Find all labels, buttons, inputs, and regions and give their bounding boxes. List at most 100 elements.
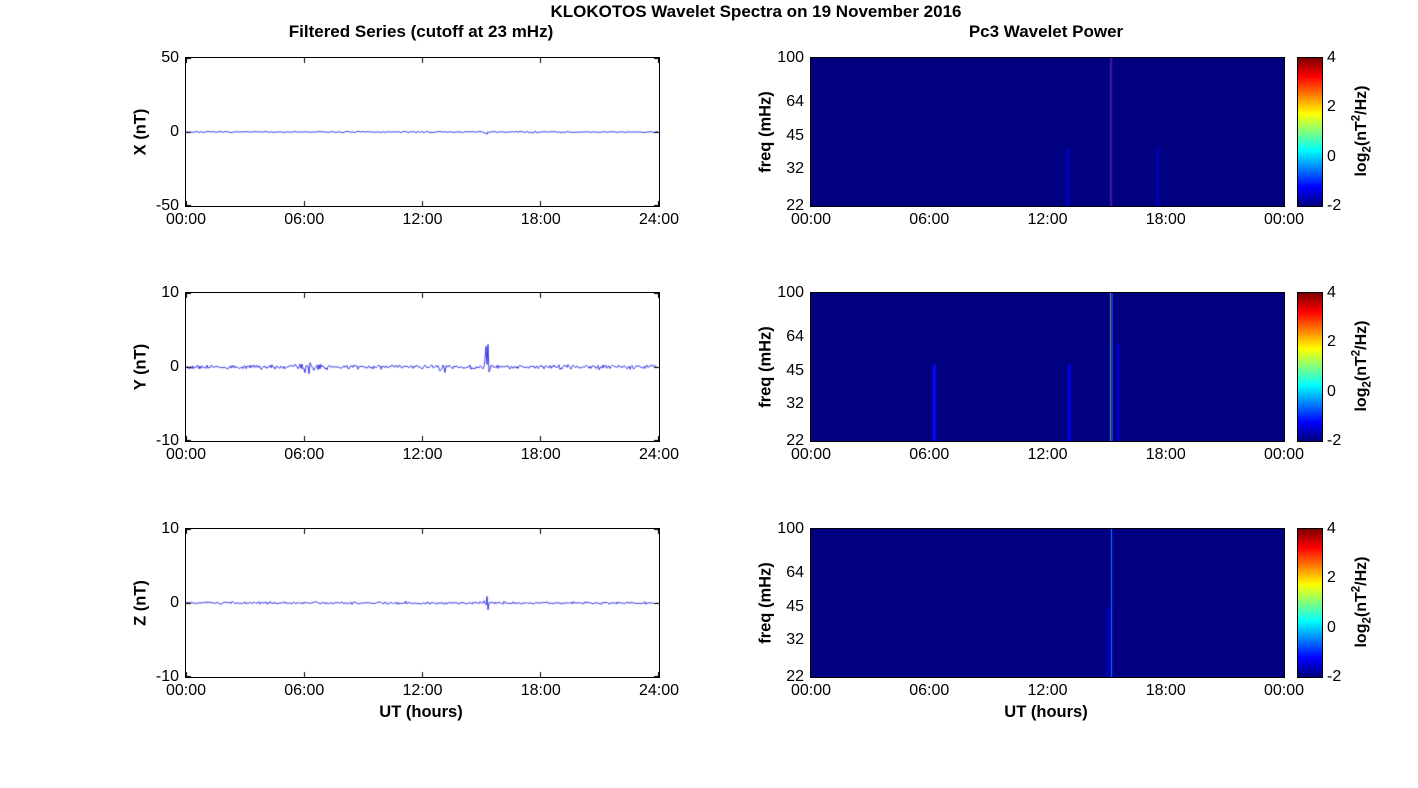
y-tick-label: -10 <box>155 432 179 449</box>
y-tick-label: 10 <box>161 520 179 537</box>
y-tick-label: 22 <box>786 668 804 685</box>
y-tick-label: 32 <box>786 631 804 649</box>
plot-x-wavelet-power: freq (mHz) 00:00 06:00 12:00 18:00 00:00 100 6… <box>757 49 1305 228</box>
x-tick-label: 06:00 <box>909 446 950 463</box>
colorbar-tick-label: -2 <box>1327 432 1342 449</box>
y-tick-label: 0 <box>170 123 179 140</box>
y-tick-label: 0 <box>170 358 179 375</box>
plot-z-filtered-series: Z (nT) 00:00 06:00 12:00 18:00 24:00 10 0 -10 <box>132 520 680 699</box>
colorbar-label-mid: (nT <box>1353 121 1371 147</box>
x-spectrogram-canvas <box>811 58 1284 206</box>
y-tick-label: 50 <box>161 49 179 66</box>
colorbar-label-pre: log <box>1353 387 1371 412</box>
x-tick-label: 24:00 <box>638 446 680 463</box>
y-tick-label: 22 <box>786 432 804 449</box>
plot-x-filtered-series: X (nT) 00:00 06:00 12:00 18:00 24:00 50 0 -50 <box>132 49 680 228</box>
colorbar-label-sub: 2 <box>1361 381 1374 388</box>
colorbar-x: 4 2 0 -2 <box>1297 49 1341 214</box>
x-tick-label: 06:00 <box>284 211 325 228</box>
colorbar-label-rotated: log2(nT2/Hz) <box>1351 320 1374 411</box>
x-tick-label: 12:00 <box>402 682 443 699</box>
y-axis-label: Y (nT) <box>131 343 150 391</box>
colorbar-tick-label: 2 <box>1327 333 1336 351</box>
y-tick-label: 100 <box>777 520 804 537</box>
x-axis-label-left: UT (hours) <box>379 703 463 721</box>
x-tick-label: 00:00 <box>790 682 832 699</box>
x-tick-label: 00:00 <box>1263 446 1305 463</box>
x-tick-label: 00:00 <box>165 446 207 463</box>
colorbar-tick-label: 0 <box>1327 618 1336 636</box>
colorbar-canvas <box>1298 529 1322 677</box>
x-tick-label: 00:00 <box>1263 682 1305 699</box>
x-tick-label: 12:00 <box>1027 211 1068 228</box>
x-tick-label: 00:00 <box>165 682 207 699</box>
y-tick-label: 100 <box>777 49 804 66</box>
colorbar-label-post: /Hz) <box>1353 85 1371 115</box>
figure-title: KLOKOTOS Wavelet Spectra on 19 November … <box>550 2 962 21</box>
plot-y-filtered-series: Y (nT) 00:00 06:00 12:00 18:00 24:00 10 0 -10 <box>132 284 680 463</box>
x-tick-label: 00:00 <box>1263 211 1305 228</box>
colorbar-tick-label: -2 <box>1327 668 1342 685</box>
x-tick-label: 00:00 <box>790 211 832 228</box>
x-tick-label: 12:00 <box>1027 446 1068 463</box>
x-tick-label: 24:00 <box>638 682 680 699</box>
right-column-title: Pc3 Wavelet Power <box>968 22 1124 41</box>
y-tick-label: 32 <box>786 160 804 178</box>
x-tick-label: 06:00 <box>909 211 950 228</box>
left-column-title: Filtered Series (cutoff at 23 mHz) <box>288 22 554 41</box>
x-tick-label: 06:00 <box>284 682 325 699</box>
colorbar-y: 4 2 0 -2 <box>1297 284 1341 449</box>
y-tick-label: 64 <box>786 92 804 110</box>
x-tick-label: 12:00 <box>402 211 443 228</box>
y-spectrogram-canvas <box>811 293 1284 441</box>
y-tick-label: 45 <box>786 127 804 145</box>
x-tick-label: 00:00 <box>165 211 207 228</box>
colorbar-tick-label: -2 <box>1327 197 1342 214</box>
plot-z-wavelet-power: freq (mHz) 00:00 06:00 12:00 18:00 00:00 100 6… <box>757 520 1305 699</box>
y-tick-label: 10 <box>161 284 179 301</box>
colorbar-label-pre: log <box>1353 152 1371 177</box>
y-axis-label: Z (nT) <box>131 580 150 626</box>
colorbar-tick-label: 0 <box>1327 147 1336 165</box>
colorbar-label-post: /Hz) <box>1353 320 1371 350</box>
colorbar-label-sup: 2 <box>1350 585 1363 593</box>
y-series-canvas <box>186 293 659 441</box>
x-tick-label: 18:00 <box>1145 446 1186 463</box>
y-tick-label: -50 <box>155 197 179 214</box>
x-tick-label: 18:00 <box>520 446 561 463</box>
z-spectrogram-canvas <box>811 529 1284 677</box>
colorbar-tick-label: 0 <box>1327 382 1336 400</box>
y-tick-label: 45 <box>786 598 804 616</box>
colorbar-label-mid: (nT <box>1353 592 1371 618</box>
y-tick-label: -10 <box>155 668 179 685</box>
y-tick-label: 0 <box>170 594 179 611</box>
y-axis-label: X (nT) <box>131 108 150 156</box>
y-tick-label: 32 <box>786 395 804 413</box>
plot-y-wavelet-power: freq (mHz) 00:00 06:00 12:00 18:00 00:00 100 6… <box>757 284 1305 463</box>
colorbar-label-sup: 2 <box>1350 349 1363 357</box>
x-series-canvas <box>186 58 659 206</box>
colorbar-tick-label: 2 <box>1327 569 1336 587</box>
x-tick-label: 18:00 <box>520 682 561 699</box>
colorbar-label-sup: 2 <box>1350 114 1363 122</box>
x-tick-label: 18:00 <box>1145 682 1186 699</box>
colorbar-canvas <box>1298 293 1322 441</box>
colorbar-tick-label: 2 <box>1327 98 1336 116</box>
x-tick-label: 06:00 <box>909 682 950 699</box>
colorbar-label-mid: (nT <box>1353 356 1371 382</box>
y-tick-label: 64 <box>786 563 804 581</box>
y-axis-label: freq (mHz) <box>756 91 775 173</box>
x-tick-label: 18:00 <box>1145 211 1186 228</box>
x-tick-label: 18:00 <box>520 211 561 228</box>
x-tick-label: 06:00 <box>284 446 325 463</box>
y-tick-label: 22 <box>786 197 804 214</box>
x-tick-label: 12:00 <box>402 446 443 463</box>
colorbar-canvas <box>1298 58 1322 206</box>
colorbar-label-rotated: log2(nT2/Hz) <box>1351 85 1374 176</box>
colorbar-tick-label: 4 <box>1327 520 1336 537</box>
colorbar-label-rotated: log2(nT2/Hz) <box>1351 556 1374 647</box>
colorbar-label-sub: 2 <box>1361 617 1374 624</box>
y-axis-label: freq (mHz) <box>756 562 775 644</box>
y-tick-label: 45 <box>786 362 804 380</box>
